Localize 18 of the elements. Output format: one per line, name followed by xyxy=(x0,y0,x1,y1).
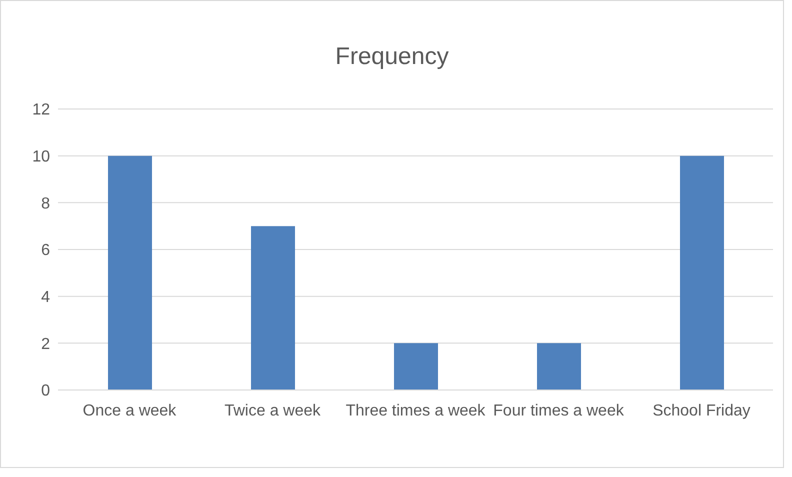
y-tick-label: 8 xyxy=(41,195,50,212)
y-tick-label: 6 xyxy=(41,242,50,260)
bar xyxy=(537,343,581,390)
y-tick-label: 2 xyxy=(41,336,50,353)
x-tick-label: Three times a week xyxy=(346,402,486,420)
x-tick-label: Once a week xyxy=(82,402,178,420)
bar xyxy=(251,226,295,390)
x-tick-label: School Friday xyxy=(652,402,750,420)
x-tick-label: Twice a week xyxy=(224,402,322,420)
y-tick-label: 12 xyxy=(32,102,50,119)
y-tick-label: 0 xyxy=(41,382,50,400)
bar xyxy=(108,156,152,390)
x-tick-label: Four times a week xyxy=(493,402,625,420)
chart-title: Frequency xyxy=(334,42,450,71)
bar xyxy=(680,156,724,390)
y-tick-label: 4 xyxy=(41,289,50,306)
y-tick-label: 10 xyxy=(32,148,50,166)
bar xyxy=(394,343,438,390)
